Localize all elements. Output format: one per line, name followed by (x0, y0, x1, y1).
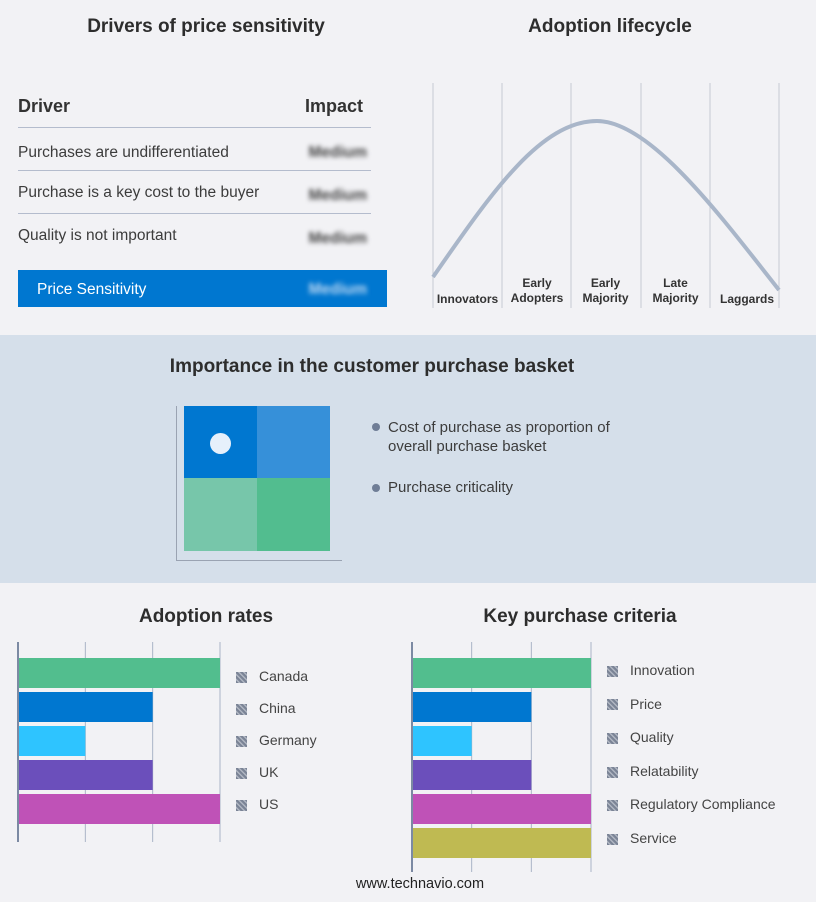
bar-china (18, 692, 153, 722)
legend-swatch-icon (607, 766, 618, 778)
legend-label: Service (630, 830, 677, 846)
basket-title: Importance in the customer purchase bask… (169, 356, 575, 377)
driver-column-header: Driver (18, 96, 71, 116)
bar-service (412, 828, 591, 858)
bar-germany (18, 726, 86, 756)
driver-row: Purchase is a key cost to the buyer Mediu… (18, 171, 371, 214)
kpc-title: Key purchase criteria (483, 606, 677, 627)
bar-canada (18, 658, 220, 688)
bar-quality (412, 726, 472, 756)
drivers-title: Drivers of price sensitivity (87, 16, 325, 37)
legend-swatch-icon (607, 800, 618, 812)
bullet-icon (372, 423, 380, 431)
stage-innovators: Innovators (436, 292, 499, 306)
legend-swatch-icon (236, 767, 247, 779)
bar-us (18, 794, 220, 824)
basket-section (0, 335, 816, 583)
legend-item: UK (236, 764, 278, 780)
footer-site: www.technavio.com (355, 876, 485, 892)
stage-early-adopters: Early Adopters (510, 276, 564, 305)
bar-regulatory-compliance (412, 794, 591, 824)
legend-swatch-icon (236, 799, 247, 811)
bar-price (412, 692, 532, 722)
lifecycle-title: Adoption lifecycle (528, 16, 692, 37)
adoption-curve (431, 118, 781, 292)
lifecycle-chart (431, 83, 781, 308)
legend-swatch-icon (607, 833, 618, 845)
legend-label: Germany (259, 732, 317, 748)
legend-swatch-icon (607, 699, 618, 711)
bar-uk (18, 760, 153, 790)
legend-label: Quality (630, 729, 674, 746)
driver-row: Purchases are undifferentiated Medium (18, 128, 371, 171)
legend-swatch-icon (236, 703, 247, 715)
legend-label: Innovation (630, 662, 695, 678)
legend-item: Quality (607, 729, 674, 745)
legend-item: Price (607, 696, 662, 712)
matrix-bottom-right (257, 478, 330, 551)
matrix-top-right (257, 406, 330, 478)
impact-column-header: Impact (305, 96, 364, 116)
legend-label: China (259, 700, 296, 716)
legend-item: Regulatory Compliance (607, 796, 776, 812)
position-marker (210, 433, 231, 454)
legend-item: Canada (236, 668, 308, 684)
legend-item: Service (607, 830, 677, 846)
bar-relatability (412, 760, 532, 790)
legend-item: Germany (236, 732, 317, 748)
legend-swatch-icon (607, 732, 618, 744)
basket-legend-criticality: Purchase criticality (388, 479, 514, 496)
legend-item: Relatability (607, 763, 698, 779)
legend-label: Price (630, 695, 662, 712)
basket-legend-cost: Cost of purchase as proportion of overal… (388, 419, 610, 455)
matrix-bottom-left (184, 478, 257, 551)
legend-label: US (259, 796, 279, 812)
legend-item: Innovation (607, 662, 695, 678)
legend-item: US (236, 796, 278, 812)
legend-label: UK (259, 764, 279, 780)
adoption-rates-title: Adoption rates (138, 606, 274, 627)
legend-swatch-icon (236, 671, 247, 683)
driver-row: Quality is not important Medium (18, 227, 367, 247)
legend-swatch-icon (607, 665, 618, 677)
bar-innovation (412, 658, 591, 688)
legend-label: Canada (259, 668, 309, 684)
legend-item: China (236, 700, 296, 716)
legend-label: Regulatory Compliance (630, 796, 776, 813)
bullet-icon (372, 484, 380, 492)
legend-swatch-icon (236, 735, 247, 747)
stage-late-majority: Late Majority (652, 276, 699, 305)
stage-early-majority: Early Majority (582, 276, 629, 305)
price-sensitivity-summary: Price Sensitivity Medium (18, 270, 387, 307)
legend-label: Relatability (630, 762, 699, 779)
stage-laggards: Laggards (719, 292, 774, 306)
